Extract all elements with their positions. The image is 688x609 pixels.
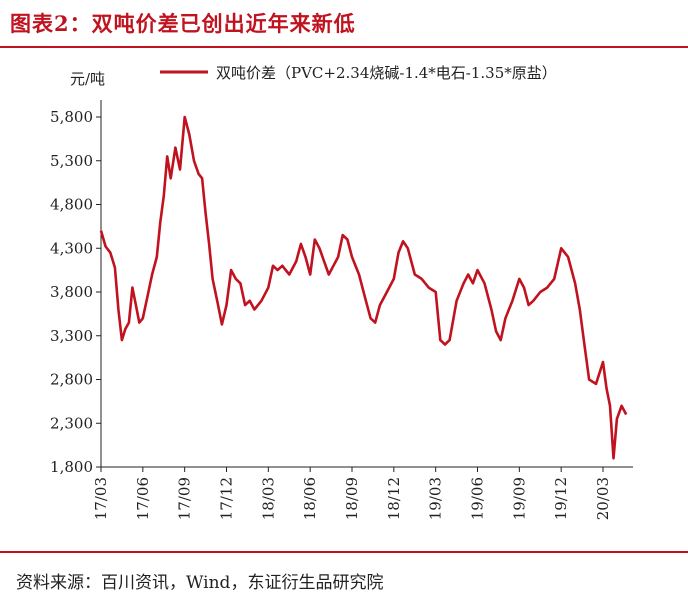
- y-tick-label: 5,800: [50, 108, 93, 126]
- y-tick-label: 3,800: [50, 283, 93, 301]
- y-tick-label: 1,800: [50, 458, 93, 476]
- y-tick-label: 2,800: [50, 371, 93, 389]
- figure-title: 图表2：双吨价差已创出近年来新低: [10, 11, 356, 36]
- x-tick-label: 17/03: [92, 477, 110, 520]
- x-tick-label: 19/09: [510, 477, 528, 520]
- x-tick-label: 18/06: [301, 477, 319, 520]
- x-tick-label: 17/06: [134, 477, 152, 520]
- x-tick-label: 18/03: [259, 477, 277, 520]
- series-line-price-spread: [99, 115, 628, 460]
- x-ticks: 17/03 17/06 17/09 17/12 18/03 18/06 18/09 18/12…: [92, 467, 612, 520]
- x-tick-label: 20/03: [594, 477, 612, 520]
- source-note: 资料来源：百川资讯，Wind，东证衍生品研究院: [16, 573, 384, 593]
- y-tick-label: 4,800: [50, 196, 93, 214]
- x-tick-label: 17/12: [218, 477, 236, 520]
- y-ticks: 1,800 2,300 2,800 3,300 3,800 4,300 4,800 5,300…: [50, 108, 101, 476]
- title-rule: [0, 46, 688, 48]
- x-tick-label: 19/06: [469, 477, 487, 520]
- legend-label: 双吨价差（PVC+2.34烧碱-1.4*电石-1.35*原盐）: [216, 64, 557, 82]
- x-tick-label: 19/12: [552, 477, 570, 520]
- y-tick-label: 2,300: [50, 414, 93, 432]
- y-tick-label: 5,300: [50, 152, 93, 170]
- y-tick-label: 4,300: [50, 239, 93, 257]
- x-tick-label: 17/09: [176, 477, 194, 520]
- source-rule: [0, 551, 688, 553]
- x-tick-label: 18/12: [385, 477, 403, 520]
- y-axis-unit-label: 元/吨: [70, 70, 105, 88]
- x-tick-label: 18/09: [343, 477, 361, 520]
- y-tick-label: 3,300: [50, 327, 93, 345]
- x-tick-label: 19/03: [427, 477, 445, 520]
